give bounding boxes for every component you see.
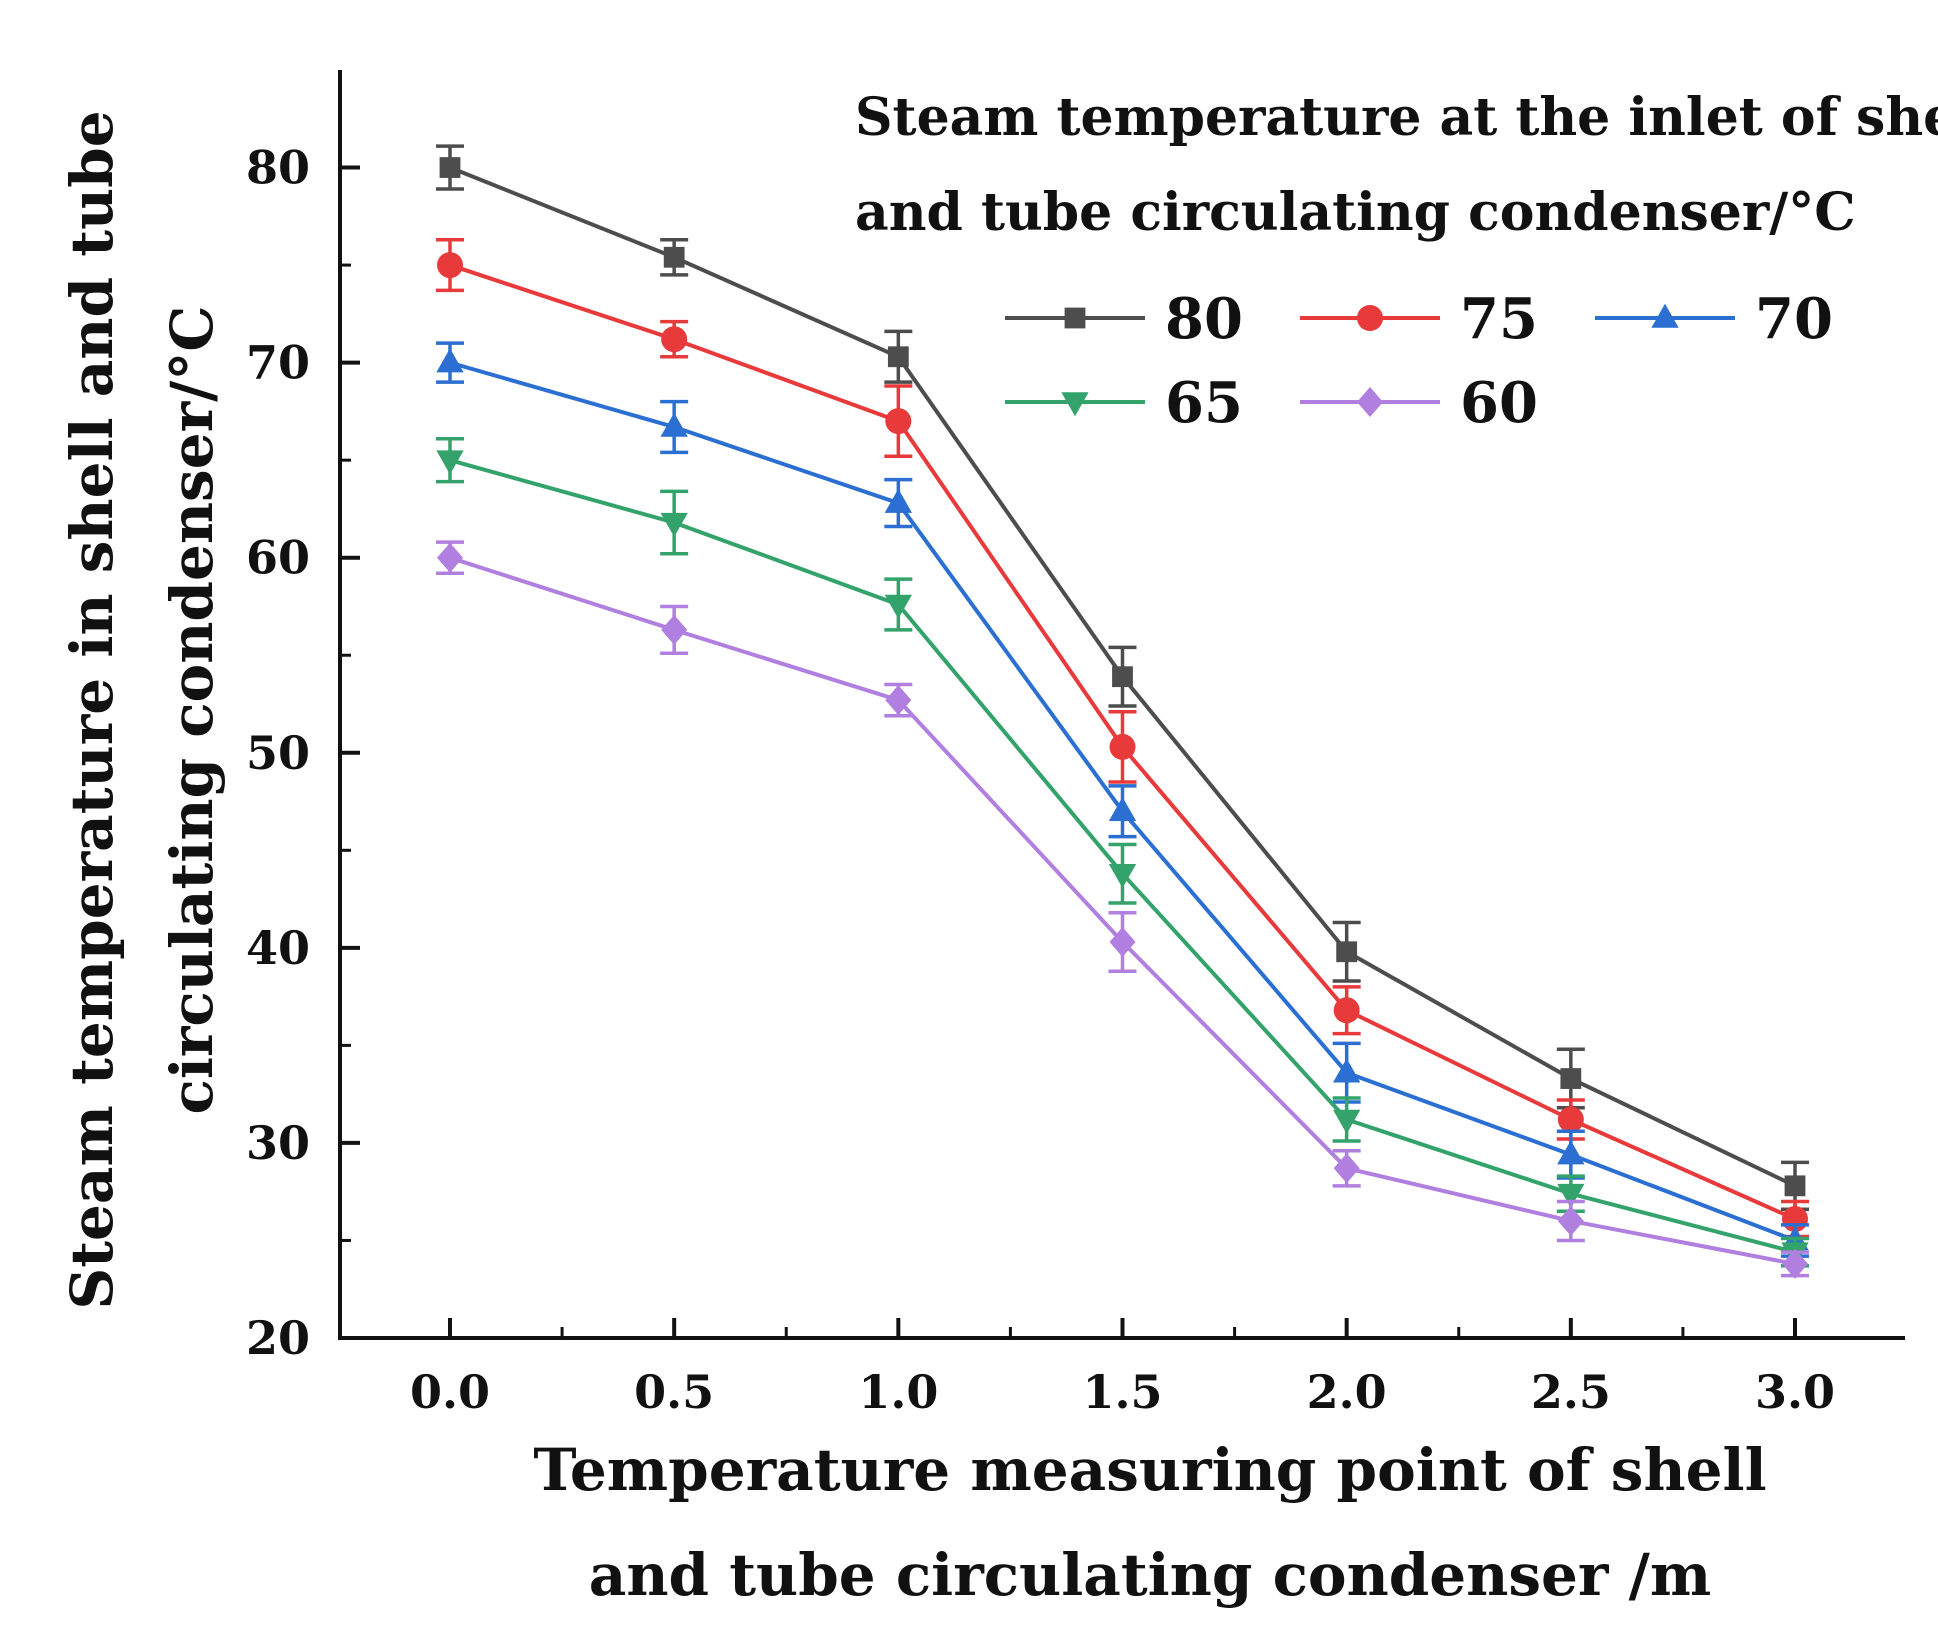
plot-area — [436, 144, 1809, 1279]
data-point-80-2.0 — [1336, 941, 1358, 963]
series-60 — [436, 540, 1809, 1279]
data-point-80-0.5 — [663, 246, 685, 268]
legend-marker-65 — [1061, 392, 1089, 417]
series-70 — [436, 341, 1809, 1258]
data-point-70-1.5 — [1108, 796, 1137, 822]
x-tick-label-3.0: 3.0 — [1755, 1365, 1835, 1419]
data-point-60-2.0 — [1333, 1153, 1360, 1184]
y-tick-label-60: 60 — [246, 531, 310, 585]
y-axis-title-line-2: circulating condenser/°C — [158, 306, 226, 1115]
data-point-65-2.0 — [1333, 1109, 1361, 1134]
legend-marker-60 — [1357, 387, 1383, 417]
data-point-80-0.0 — [439, 157, 461, 178]
legend-marker-75 — [1357, 305, 1383, 331]
y-tick-label-30: 30 — [246, 1116, 310, 1170]
data-point-65-1.0 — [884, 594, 912, 619]
x-tick-label-1.0: 1.0 — [858, 1365, 938, 1419]
data-point-80-2.5 — [1560, 1068, 1582, 1089]
legend-entry-60: 60 — [1300, 370, 1538, 436]
x-tick-label-0.5: 0.5 — [634, 1365, 714, 1419]
y-tick-label-50: 50 — [246, 726, 310, 780]
data-point-75-2.5 — [1557, 1106, 1584, 1133]
data-point-60-0.5 — [661, 614, 688, 645]
y-tick-label-80: 80 — [246, 141, 310, 195]
x-tick-label-2.5: 2.5 — [1531, 1365, 1611, 1419]
legend-title-line-2: and tube circulating condenser/°C — [855, 182, 1856, 243]
legend-title-line-1: Steam temperature at the inlet of shell — [855, 87, 1938, 148]
legend-marker-80 — [1064, 307, 1086, 329]
x-axis-title-line-2: and tube circulating condenser /m — [589, 1541, 1712, 1609]
data-point-60-3.0 — [1782, 1248, 1808, 1279]
y-tick-label-40: 40 — [246, 921, 310, 975]
legend-marker-70 — [1651, 303, 1679, 328]
data-point-65-0.5 — [660, 512, 688, 537]
data-point-75-0.5 — [661, 326, 688, 353]
data-point-75-1.5 — [1109, 733, 1136, 760]
data-point-60-1.0 — [885, 685, 912, 716]
data-point-80-1.0 — [887, 346, 909, 368]
x-axis-title-line-1: Temperature measuring point of shell — [533, 1436, 1766, 1504]
data-point-60-1.5 — [1109, 927, 1136, 957]
data-point-80-3.0 — [1784, 1175, 1806, 1197]
data-point-65-1.5 — [1108, 863, 1137, 889]
legend-label-60: 60 — [1460, 370, 1538, 436]
data-point-65-0.0 — [436, 450, 464, 475]
data-point-70-1.0 — [884, 488, 912, 513]
legend: Steam temperature at the inlet of shell … — [855, 87, 1938, 436]
x-tick-label-1.5: 1.5 — [1082, 1365, 1162, 1419]
y-axis-title-line-1: Steam temperature in shell and tube — [58, 110, 126, 1309]
data-point-70-2.0 — [1333, 1058, 1361, 1083]
data-point-75-2.0 — [1333, 997, 1360, 1024]
series-80 — [436, 144, 1809, 1211]
x-tick-label-0.0: 0.0 — [410, 1365, 490, 1419]
data-point-70-0.5 — [660, 412, 688, 437]
x-tick-label-2.0: 2.0 — [1307, 1365, 1387, 1419]
legend-entry-70: 70 — [1595, 286, 1833, 352]
y-tick-label-20: 20 — [246, 1311, 310, 1365]
data-point-60-2.5 — [1557, 1206, 1584, 1236]
legend-entry-80: 80 — [1005, 286, 1243, 352]
legend-label-80: 80 — [1165, 286, 1243, 352]
axes: 20 30 40 50 60 70 80 0.0 0.5 1.0 1.5 2.0 2.5 3.0 — [246, 70, 1905, 1419]
data-point-70-2.5 — [1557, 1140, 1585, 1165]
data-point-65-2.5 — [1557, 1183, 1585, 1208]
legend-label-65: 65 — [1165, 370, 1243, 436]
legend-entry-75: 75 — [1300, 286, 1538, 352]
data-point-70-0.0 — [436, 348, 464, 373]
data-point-75-1.0 — [885, 408, 912, 435]
series-75 — [436, 237, 1809, 1239]
legend-label-75: 75 — [1460, 286, 1538, 352]
legend-entry-65: 65 — [1005, 370, 1243, 436]
data-point-75-0.0 — [437, 252, 463, 279]
data-point-80-1.5 — [1112, 666, 1133, 688]
y-tick-label-70: 70 — [246, 336, 310, 390]
legend-label-70: 70 — [1755, 286, 1833, 352]
series-65 — [436, 436, 1809, 1268]
data-point-60-0.0 — [437, 542, 463, 573]
